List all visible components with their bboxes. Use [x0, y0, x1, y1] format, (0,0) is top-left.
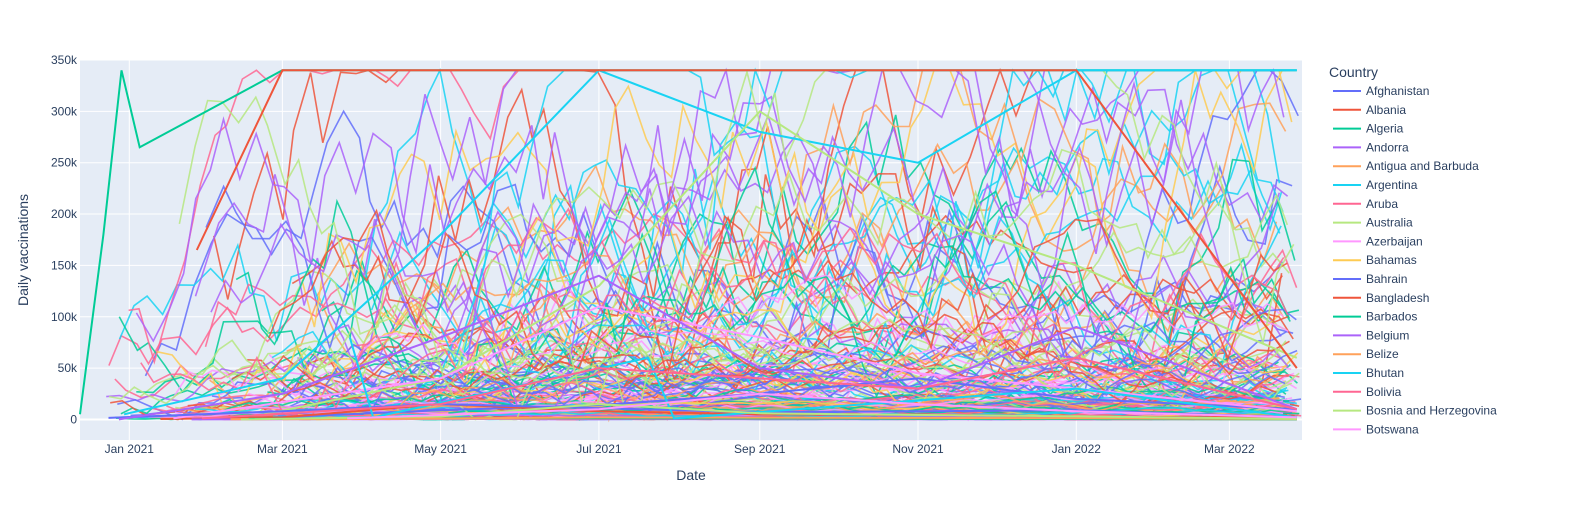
legend-item-belize[interactable]: Belize: [1366, 347, 1399, 361]
series-line-bolivia: [201, 356, 1298, 420]
legend-item-algeria[interactable]: Algeria: [1366, 122, 1404, 136]
background-trace: [106, 318, 1278, 416]
background-trace: [209, 254, 1288, 405]
legend-item-argentina[interactable]: Argentina: [1366, 178, 1418, 192]
legend-item-antigua-and-barbuda[interactable]: Antigua and Barbuda: [1366, 159, 1479, 173]
background-trace: [118, 187, 1291, 394]
legend-item-barbados[interactable]: Barbados: [1366, 310, 1417, 324]
y-tick-label: 50k: [58, 361, 78, 375]
legend-item-botswana[interactable]: Botswana: [1366, 422, 1419, 436]
background-trace: [235, 165, 1291, 421]
background-trace: [466, 359, 1286, 399]
y-tick-label: 100k: [51, 310, 78, 324]
background-trace: [373, 178, 1282, 406]
series-line-botswana: [347, 392, 1297, 420]
background-trace: [140, 226, 1289, 421]
background-trace: [297, 254, 1282, 392]
legend-item-afghanistan[interactable]: Afghanistan: [1366, 84, 1429, 98]
x-tick-label: Jul 2021: [576, 442, 622, 456]
background-trace: [341, 321, 1278, 398]
x-tick-label: Jan 2021: [105, 442, 155, 456]
y-axis-title: Daily vaccinations: [15, 194, 31, 306]
series-line-argentina: [123, 69, 1297, 416]
series-line-bangladesh: [195, 69, 1298, 369]
legend-item-bhutan[interactable]: Bhutan: [1366, 366, 1404, 380]
legend-title: Country: [1329, 64, 1378, 80]
legend[interactable]: Afghanistan Albania Algeria Andorra Antigua …: [1333, 84, 1497, 436]
y-tick-label: 250k: [51, 156, 78, 170]
x-tick-label: Mar 2022: [1204, 442, 1255, 456]
legend-item-australia[interactable]: Australia: [1366, 216, 1413, 230]
series-layer: [79, 69, 1298, 421]
legend-item-bahrain[interactable]: Bahrain: [1366, 272, 1407, 286]
background-trace: [268, 208, 1288, 377]
series-line-belgium: [118, 274, 1298, 421]
legend-item-bangladesh[interactable]: Bangladesh: [1366, 291, 1429, 305]
legend-item-aruba[interactable]: Aruba: [1366, 197, 1398, 211]
legend-item-belgium[interactable]: Belgium: [1366, 328, 1409, 342]
legend-item-bolivia[interactable]: Bolivia: [1366, 385, 1402, 399]
y-tick-label: 350k: [51, 53, 78, 67]
background-trace: [460, 67, 1281, 367]
x-axis-ticks: Jan 2021 Mar 2021 May 2021 Jul 2021 Sep 2021…: [105, 442, 1255, 456]
background-trace: [172, 274, 1289, 400]
background-trace: [247, 214, 1283, 394]
legend-item-bahamas[interactable]: Bahamas: [1366, 253, 1417, 267]
background-trace: [415, 69, 1287, 423]
x-tick-label: May 2021: [414, 442, 467, 456]
x-tick-label: Mar 2021: [257, 442, 308, 456]
background-trace: [210, 195, 1289, 369]
x-axis-title: Date: [676, 467, 706, 483]
legend-item-azerbaijan[interactable]: Azerbaijan: [1366, 234, 1423, 248]
y-tick-label: 200k: [51, 207, 78, 221]
x-tick-label: Jan 2022: [1052, 442, 1102, 456]
series-line-belize: [282, 416, 1297, 421]
background-trace: [187, 357, 1289, 421]
x-tick-label: Sep 2021: [734, 442, 786, 456]
x-tick-label: Nov 2021: [892, 442, 944, 456]
legend-item-andorra[interactable]: Andorra: [1366, 140, 1409, 154]
series-line-bhutan: [348, 337, 1297, 420]
background-trace: [156, 69, 1293, 412]
y-tick-label: 0: [70, 412, 77, 426]
legend-item-bosnia-and-herzegovina[interactable]: Bosnia and Herzegovina: [1366, 404, 1497, 418]
y-tick-label: 300k: [51, 104, 78, 118]
y-axis-ticks: 0 50k 100k 150k 200k 250k 300k 350k: [51, 53, 78, 426]
background-trace: [302, 349, 1298, 415]
background-trace: [378, 318, 1287, 397]
legend-item-albania[interactable]: Albania: [1366, 103, 1406, 117]
background-trace: [313, 148, 1289, 421]
y-tick-label: 150k: [51, 258, 78, 272]
